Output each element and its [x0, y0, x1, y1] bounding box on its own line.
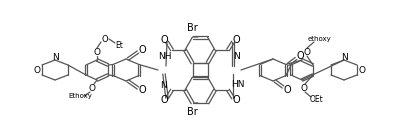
Text: O: O [138, 45, 146, 55]
Text: O: O [89, 84, 95, 92]
Text: O: O [300, 84, 308, 92]
Text: O: O [358, 65, 365, 75]
Text: O: O [232, 95, 240, 105]
Text: O: O [304, 48, 310, 56]
Text: N: N [233, 52, 239, 60]
Text: N: N [341, 53, 348, 61]
Text: O: O [102, 34, 108, 44]
Text: O: O [296, 50, 304, 60]
Text: Et: Et [115, 40, 123, 49]
Text: O: O [34, 65, 41, 75]
Text: N: N [160, 80, 167, 90]
Text: OEt: OEt [310, 95, 324, 104]
Text: HN: HN [231, 80, 245, 89]
Text: O: O [160, 95, 168, 105]
Text: O: O [160, 35, 168, 45]
Text: O: O [138, 85, 146, 95]
Text: O: O [232, 35, 240, 45]
Text: N: N [51, 53, 58, 61]
Text: Ethoxy: Ethoxy [68, 93, 92, 99]
Text: O: O [283, 85, 291, 95]
Text: Br: Br [187, 107, 198, 117]
Text: Br: Br [187, 23, 198, 33]
Text: ethoxy: ethoxy [308, 36, 332, 42]
Text: O: O [93, 48, 101, 56]
Text: NH: NH [158, 52, 171, 60]
